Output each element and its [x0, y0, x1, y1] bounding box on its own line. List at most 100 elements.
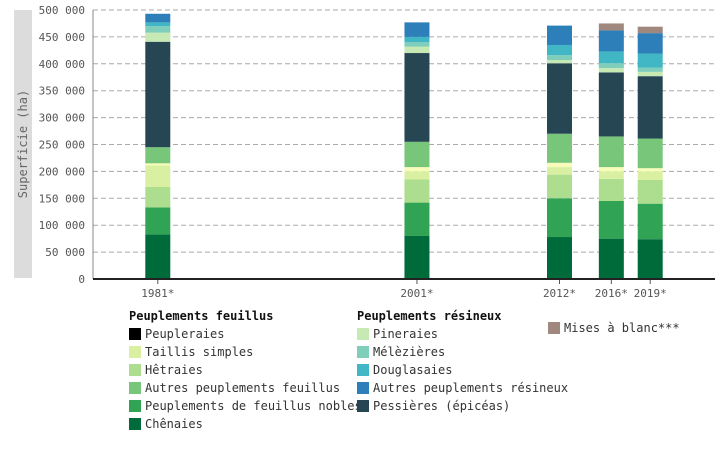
legend-swatch [129, 418, 141, 430]
y-tick-label: 50 000 [45, 246, 85, 259]
bar-segment [404, 36, 430, 43]
legend-item[interactable]: Pessières (épicéas) [357, 399, 510, 413]
bar-segment [404, 202, 430, 236]
x-tick-label: 2012* [543, 287, 576, 300]
bar-segment [547, 60, 572, 64]
legend-label: Pessières (épicéas) [373, 399, 511, 413]
legend-swatch [129, 346, 141, 358]
legend-group-title: Peuplements résineux [357, 309, 502, 323]
y-tick-label: 250 000 [39, 139, 85, 152]
legend-label: Hêtraies [145, 363, 203, 377]
bar-segment [598, 68, 624, 73]
y-tick-label: 500 000 [39, 4, 85, 17]
bar-segment [598, 238, 624, 279]
legend-group-title: Peuplements feuillus [129, 309, 274, 323]
legend-swatch [129, 400, 141, 412]
bar-segment [598, 178, 624, 201]
bar-segment [145, 26, 171, 33]
legend-swatch [548, 322, 560, 334]
bar-segment [145, 163, 171, 166]
bar-segment [598, 200, 624, 239]
bar-segment [547, 174, 572, 199]
legend-swatch [357, 328, 369, 340]
bar-segment [145, 234, 171, 279]
legend-label: Mélèzières [373, 345, 446, 359]
legend-item[interactable]: Autres peuplements résineux [357, 381, 568, 395]
bar-segment [145, 187, 171, 208]
bar-segment [637, 171, 663, 181]
bar-segment [598, 63, 624, 69]
bar-segment [404, 167, 430, 172]
bar-segment [145, 32, 171, 42]
bar-segment [547, 162, 572, 168]
legend-item[interactable]: Douglasaies [357, 363, 452, 377]
y-tick-label: 300 000 [39, 112, 85, 125]
bar-segment [404, 179, 430, 203]
bar-segment [547, 167, 572, 175]
bar-segment [637, 33, 663, 54]
bar-segment [547, 63, 572, 134]
bar-segment [598, 23, 624, 31]
y-tick-label: 450 000 [39, 31, 85, 44]
bar-segment [637, 168, 663, 172]
bar-segment [637, 138, 663, 169]
bar-segment [547, 44, 572, 56]
bar-segment [637, 239, 663, 279]
y-axis-label-background [14, 10, 32, 278]
legend-label: Taillis simples [145, 345, 254, 359]
bar-segment [637, 67, 663, 72]
legend-label: Chênaies [145, 417, 203, 431]
bar-segment [404, 42, 430, 47]
bar-segment [547, 198, 572, 238]
bar-segment [598, 171, 624, 179]
legend-item[interactable]: Mises à blanc*** [548, 321, 680, 335]
legend-item[interactable]: Autres peuplements feuillus [129, 381, 340, 395]
y-tick-label: 350 000 [39, 85, 85, 98]
legend-label: Pineraies [373, 327, 439, 341]
bar-segment [598, 51, 624, 64]
y-tick-label: 100 000 [39, 219, 85, 232]
bar-segment [637, 71, 663, 77]
bar-segment [145, 165, 171, 188]
bar-segment [637, 26, 663, 34]
legend-label: Peupleraies [145, 327, 225, 341]
legend-swatch [357, 346, 369, 358]
bar-segment [598, 167, 624, 172]
x-tick-label: 1981* [141, 287, 174, 300]
bar-segment [637, 180, 663, 204]
legend-swatch [129, 328, 141, 340]
bar-segment [547, 55, 572, 61]
bar-segment [145, 41, 171, 148]
bar-segment [404, 171, 430, 180]
legend-item[interactable]: Peupleraies [129, 327, 224, 341]
bar-segment [637, 203, 663, 240]
y-tick-label: 150 000 [39, 192, 85, 205]
x-tick-label: 2001* [400, 287, 433, 300]
legend-swatch [357, 400, 369, 412]
legend-label: Autres peuplements feuillus [145, 381, 341, 395]
y-tick-label: 200 000 [39, 165, 85, 178]
legend-item[interactable]: Hêtraies [129, 363, 203, 377]
bar-segment [404, 235, 430, 279]
legend-item[interactable]: Mélèzières [357, 345, 445, 359]
bar-segment [404, 141, 430, 168]
x-tick-label: 2019* [634, 287, 667, 300]
legend-item[interactable]: Taillis simples [129, 345, 253, 359]
bar-segment [404, 22, 430, 37]
bar-segment [145, 207, 171, 235]
y-tick-label: 0 [78, 273, 85, 286]
legend-swatch [129, 364, 141, 376]
legend-swatch [357, 382, 369, 394]
legend-item[interactable]: Pineraies [357, 327, 438, 341]
bar-segment [637, 76, 663, 139]
legend-label: Mises à blanc*** [564, 321, 680, 335]
legend-label: Peuplements de feuillus nobles [145, 399, 362, 413]
bar-segment [404, 53, 430, 142]
bar-segment [145, 13, 171, 23]
bar-segment [598, 136, 624, 168]
bar-segment [145, 147, 171, 164]
legend-item[interactable]: Chênaies [129, 417, 203, 431]
legend-label: Douglasaies [373, 363, 453, 377]
legend-item[interactable]: Peuplements de feuillus nobles [129, 399, 362, 413]
